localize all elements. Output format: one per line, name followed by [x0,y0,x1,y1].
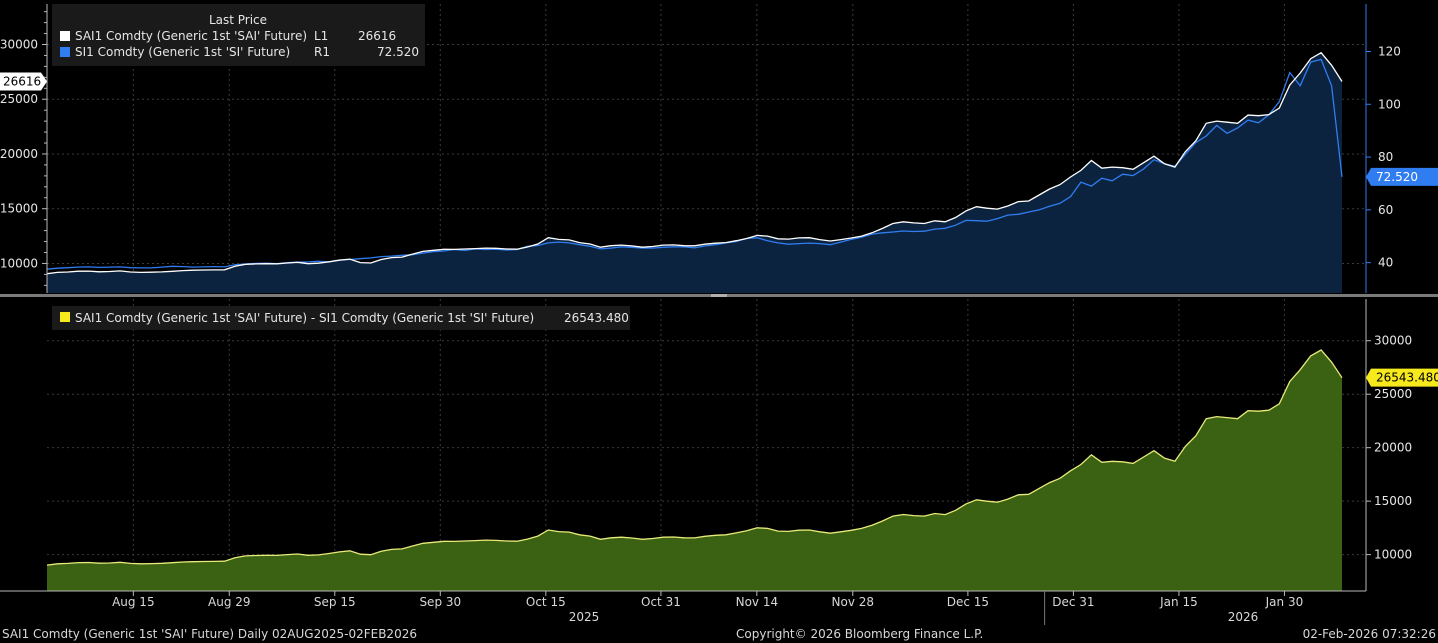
sai-last-value-marker [0,72,47,91]
right-y-tick-label: 60 [1378,203,1393,217]
top-panel-area-fill [47,52,1342,294]
spread-line [46,349,1343,566]
spread-legend-swatch [60,312,70,322]
x-tick-label: Aug 29 [208,595,251,609]
si-legend-value: 72.520 [377,45,419,59]
top-legend-background [52,4,425,66]
footer-left: SAI1 Comdty (Generic 1st 'SAI' Future) D… [2,627,417,641]
bottom-right-y-tick-label: 20000 [1374,441,1412,455]
spread-legend-value: 26543.480 [564,311,629,325]
sai-legend-value: 26616 [358,29,396,43]
x-tick-label: Nov 28 [832,595,875,609]
si-last-value-marker [1366,167,1438,186]
x-tick-label: Dec 31 [1052,595,1094,609]
x-tick-label: Jan 30 [1265,595,1304,609]
left-y-tick-label: 20000 [0,147,38,161]
panel-resize-handle[interactable] [711,294,727,297]
footer-timestamp: 02-Feb-2026 07:32:26 [1302,627,1436,641]
sai-legend-axis: L1 [314,29,328,43]
sai-legend-swatch [60,31,70,41]
right-y-tick-label: 100 [1378,97,1401,111]
spread-legend-name: SAI1 Comdty (Generic 1st 'SAI' Future) -… [75,311,534,325]
spread-area-fill [47,350,1342,591]
x-tick-label: Oct 31 [641,595,681,609]
sai-last-value-label: 26616 [3,75,41,89]
sai-price-line [46,51,1343,275]
spread-last-value-marker [1366,368,1438,387]
right-y-tick-label: 80 [1378,150,1393,164]
si-legend-axis: R1 [314,45,330,59]
x-tick-label: Jan 15 [1159,595,1198,609]
bottom-right-y-tick-label: 25000 [1374,387,1412,401]
bottom-right-y-tick-label: 10000 [1374,548,1412,562]
si-last-value-label: 72.520 [1376,170,1418,184]
left-y-tick-label: 10000 [0,256,38,270]
footer-copyright: Copyright© 2026 Bloomberg Finance L.P. [736,627,984,641]
left-y-tick-label: 30000 [0,38,38,52]
bottom-right-y-tick-label: 15000 [1374,494,1412,508]
top-legend: Last Price SAI1 Comdty (Generic 1st 'SAI… [52,4,425,66]
left-y-tick-label: 15000 [0,202,38,216]
left-y-tick-label: 25000 [0,92,38,106]
top-legend-title: Last Price [209,13,267,27]
x-tick-label: Dec 15 [947,595,989,609]
x-tick-label: Sep 15 [314,595,356,609]
axes: Aug 15 Aug 29 Sep 15 Sep 30 Oct 15 Oct 31 Nov … [0,4,1412,625]
bottom-panel-series [46,349,1343,591]
right-y-tick-label: 40 [1378,256,1393,270]
spread-last-value-label: 26543.480 [1376,371,1438,385]
x-tick-label: Oct 15 [526,595,566,609]
bottom-legend-background [52,306,630,330]
x-tick-label: Sep 30 [419,595,461,609]
x-tick-label: Aug 15 [112,595,155,609]
si-legend-name: SI1 Comdty (Generic 1st 'SI' Future) [75,45,290,59]
year-label-2026: 2026 [1228,610,1259,624]
year-label-2025: 2025 [569,610,600,624]
sai-legend-name: SAI1 Comdty (Generic 1st 'SAI' Future) [75,29,307,43]
top-panel-series [46,51,1343,294]
bottom-right-y-tick-label: 30000 [1374,334,1412,348]
right-y-tick-label: 120 [1378,45,1401,59]
x-tick-label: Nov 14 [736,595,779,609]
bottom-legend: SAI1 Comdty (Generic 1st 'SAI' Future) -… [52,306,630,330]
value-markers: 26616 72.520 26543.480 [0,72,1438,387]
si-legend-swatch [60,47,70,57]
